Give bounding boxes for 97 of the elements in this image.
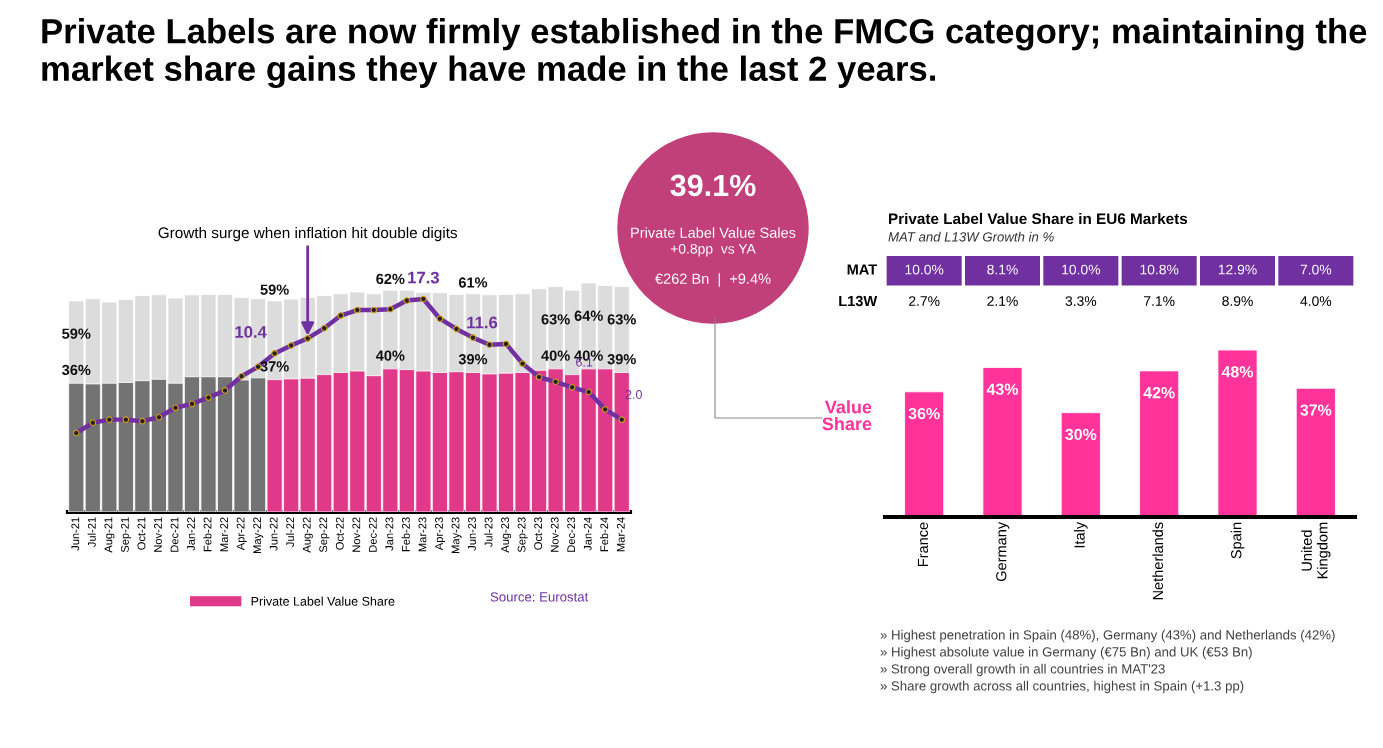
source-note: Source: Eurostat [490, 592, 589, 602]
x-tick-label: Nov-22 [352, 517, 361, 552]
text: L13W [839, 295, 878, 307]
x-tick-label: Mar-23 [418, 517, 427, 552]
bar [1217, 349, 1258, 517]
text: 7.1% [1144, 296, 1175, 306]
x-tick-label: Nov-21 [154, 517, 162, 552]
text: 8.1% [987, 264, 1018, 275]
x-tick-label: Jun-23 [468, 517, 476, 551]
x-tick-label: Jun-21 [71, 517, 80, 551]
bar [1295, 387, 1336, 517]
data-label: 17.3 [408, 271, 439, 284]
text: MAT [847, 264, 878, 275]
bar [1139, 370, 1180, 517]
text: 10.0% [1062, 264, 1101, 275]
chart-title: Private Label Value Share in EU6 Markets [889, 212, 1188, 225]
text: +0.8pp vs YA [670, 243, 756, 257]
x-tick-label: Feb-23 [401, 517, 410, 552]
data-label: 61% [458, 277, 488, 288]
x-tick-label: Feb-22 [203, 517, 212, 552]
x-tick-label: Sep-22 [319, 517, 330, 553]
x-tick-label: Oct-21 [137, 517, 146, 550]
x-tick-label: Aug-22 [302, 517, 313, 553]
data-label: 10.4 [235, 326, 267, 338]
text: 12.9% [1218, 264, 1257, 275]
data-label: 48% [1221, 366, 1254, 378]
text: 10.0% [905, 264, 944, 275]
x-tick-label: Oct-22 [335, 517, 344, 550]
x-tick-label: Feb-24 [600, 517, 609, 552]
data-label: 39% [458, 354, 488, 365]
x-tick-label: United Kingdom [1301, 522, 1331, 579]
x-tick-label: Aug-23 [501, 517, 512, 553]
data-label: 36% [908, 407, 940, 420]
data-label: 63% [541, 314, 570, 325]
text: Private Labels are now firmly established in the FMCG category; maintaining the market share gains they have made in the last 2 years. [42, 18, 1367, 89]
x-tick-label: Jul-23 [484, 517, 493, 547]
bar [982, 367, 1023, 517]
text: 10.8% [1140, 264, 1179, 275]
text: Private Label Value Share [251, 596, 395, 606]
text: » Highest absolute value in Germany (€75 Bn) and UK (€53 Bn) [880, 646, 1252, 660]
chart-subtitle: MAT and L13W Growth in % [888, 231, 1054, 242]
x-tick-label: Netherlands [1152, 522, 1164, 600]
x-tick-label: Italy [1074, 521, 1088, 548]
y-axis-title: Value Share [822, 400, 872, 431]
x-tick-label: Aug-21 [104, 517, 115, 553]
x-tick-label: Jan-24 [583, 517, 592, 551]
data-label: 30% [1065, 428, 1097, 441]
x-tick-label: Dec-21 [170, 517, 179, 552]
data-label: 11.6 [467, 316, 498, 329]
x-tick-label: Jun-22 [269, 517, 278, 551]
x-tick-label: Jul-21 [87, 517, 96, 547]
text: 3.3% [1065, 296, 1097, 306]
x-tick-label: Apr-22 [236, 517, 247, 551]
text: 39.1% [670, 174, 756, 197]
data-label: 62% [376, 273, 405, 285]
text: €262 Bn | +9.4% [655, 273, 771, 287]
data-label: 42% [1143, 387, 1175, 399]
data-label: 64% [574, 310, 603, 321]
x-tick-label: Germany [996, 521, 1010, 582]
data-label: 36% [62, 364, 91, 376]
x-tick-label: Jul-22 [285, 517, 295, 547]
data-label: 59% [62, 328, 91, 339]
x-tick-label: Jan-23 [385, 517, 394, 551]
text: » Strong overall growth in all countries in MAT'23 [880, 663, 1165, 677]
text: 4.0% [1300, 296, 1332, 306]
x-tick-label: Nov-23 [550, 517, 559, 552]
x-tick-label: May-22 [253, 517, 264, 553]
data-label: 37% [260, 361, 289, 372]
text: Private Label Value Sales [631, 227, 796, 238]
bar [904, 391, 945, 517]
x-tick-label: Jan-22 [187, 517, 195, 551]
x-tick-label: Apr-23 [435, 517, 446, 551]
x-tick-label: Mar-22 [220, 517, 229, 552]
x-tick-label: Sep-21 [120, 517, 132, 553]
data-label: 59% [260, 284, 289, 295]
text: 2.1% [987, 296, 1018, 306]
x-tick-label: France [917, 522, 929, 567]
data-label: 39% [607, 354, 636, 365]
text: » Share growth across all countries, highest in Spain (+1.3 pp) [880, 680, 1244, 694]
data-label: 40% [541, 350, 570, 361]
data-label: 37% [1300, 404, 1332, 416]
x-tick-label: Dec-23 [567, 517, 576, 552]
text: 8.9% [1222, 296, 1253, 306]
data-label: 63% [607, 314, 636, 325]
x-tick-label: Spain [1230, 522, 1245, 559]
x-tick-label: May-23 [451, 517, 462, 553]
bar [1060, 412, 1101, 517]
text: » Highest penetration in Spain (48%), Germany (43%) and Netherlands (42%) [880, 629, 1335, 643]
text: 7.0% [1300, 264, 1332, 275]
annotation: Growth surge when inflation hit double digits [158, 226, 458, 242]
data-label: 40% [375, 350, 405, 361]
data-label: 43% [986, 383, 1019, 395]
x-tick-label: Oct-23 [534, 517, 543, 550]
x-tick-label: Mar-24 [616, 517, 625, 552]
x-tick-label: Dec-22 [368, 517, 377, 552]
x-tick-label: Sep-23 [517, 517, 528, 553]
text: 2.7% [909, 296, 940, 306]
